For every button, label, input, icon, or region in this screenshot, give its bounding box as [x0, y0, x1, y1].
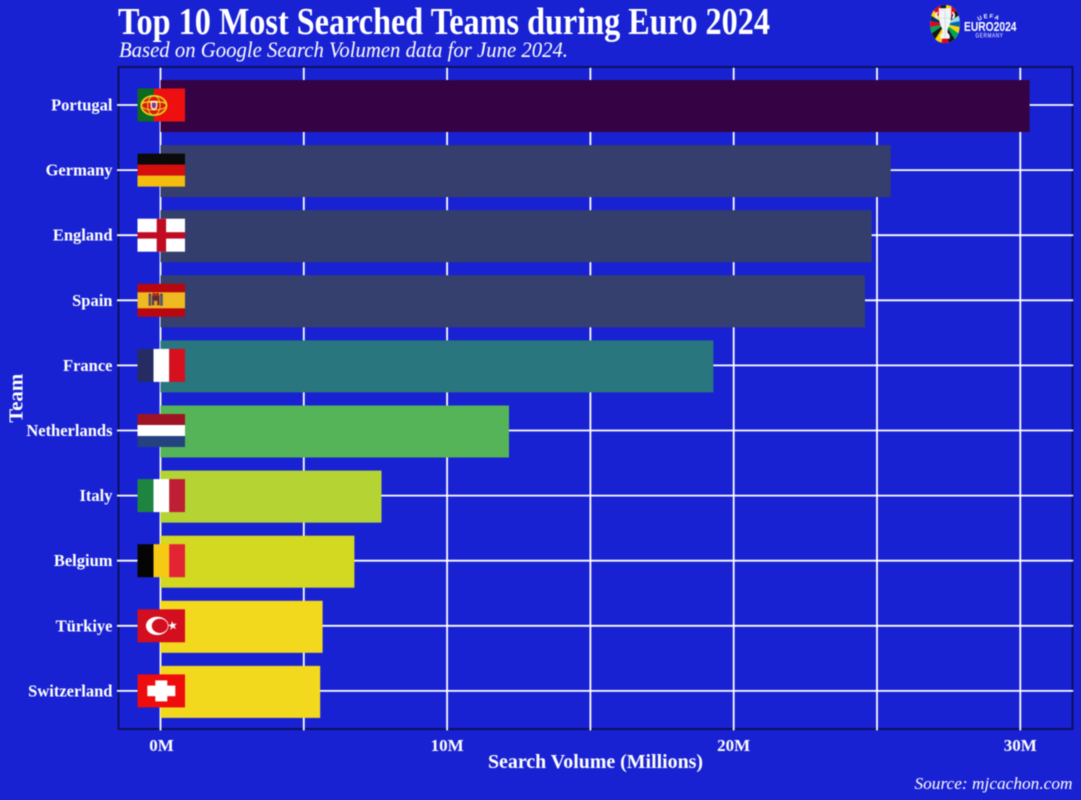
- svg-text:Based on Google Search Volumen: Based on Google Search Volumen data for …: [119, 37, 568, 62]
- svg-text:Germany: Germany: [46, 161, 114, 180]
- svg-text:10M: 10M: [431, 736, 464, 755]
- svg-text:30M: 30M: [1004, 736, 1037, 755]
- svg-text:Source: mjcachon.com: Source: mjcachon.com: [915, 774, 1073, 793]
- svg-text:Italy: Italy: [80, 486, 114, 505]
- svg-text:GERMANY: GERMANY: [976, 33, 1004, 39]
- svg-text:20M: 20M: [717, 736, 750, 755]
- svg-text:France: France: [63, 356, 112, 375]
- svg-text:England: England: [53, 226, 113, 245]
- svg-text:Team: Team: [6, 373, 28, 422]
- svg-text:0M: 0M: [149, 736, 174, 755]
- svg-text:Portugal: Portugal: [51, 96, 113, 115]
- svg-text:Spain: Spain: [72, 291, 112, 310]
- svg-text:Switzerland: Switzerland: [28, 681, 112, 700]
- svg-text:EURO2024: EURO2024: [964, 19, 1017, 34]
- svg-text:UEFA: UEFA: [977, 14, 1001, 23]
- svg-text:Top 10 Most Searched Teams dur: Top 10 Most Searched Teams during Euro 2…: [118, 1, 770, 43]
- svg-text:Netherlands: Netherlands: [26, 421, 113, 440]
- svg-text:Belgium: Belgium: [54, 551, 113, 570]
- svg-text:Search Volume (Millions): Search Volume (Millions): [488, 751, 703, 773]
- svg-text:Türkiye: Türkiye: [56, 616, 113, 635]
